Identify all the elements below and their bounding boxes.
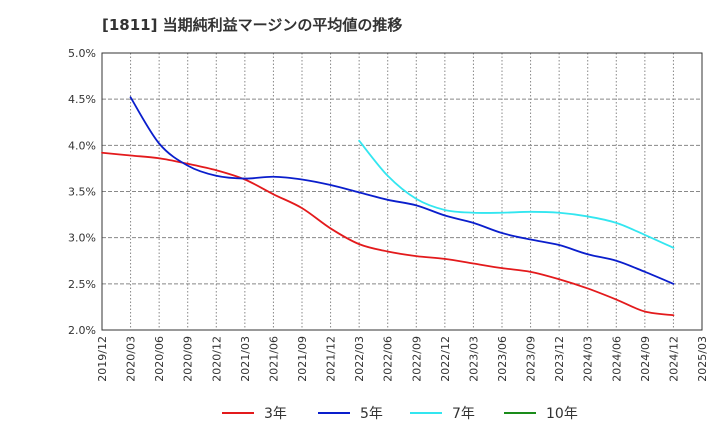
x-tick-label: 2022/03 — [353, 336, 366, 382]
x-tick-label: 2025/03 — [696, 336, 709, 382]
y-tick-label: 3.5% — [68, 186, 96, 199]
x-tick-label: 2024/09 — [639, 336, 652, 382]
x-tick-label: 2022/09 — [410, 336, 423, 382]
series-layer — [101, 96, 675, 317]
x-tick-label: 2020/06 — [153, 336, 166, 382]
x-tick-label: 2024/03 — [582, 336, 595, 382]
series-line-2 — [358, 139, 675, 249]
x-tick-label: 2021/12 — [325, 336, 338, 382]
series-line-0 — [101, 151, 675, 317]
x-tick-label: 2020/03 — [125, 336, 138, 382]
y-tick-label: 2.0% — [68, 324, 96, 337]
y-tick-label: 4.0% — [68, 139, 96, 152]
x-tick-label: 2023/06 — [496, 336, 509, 382]
x-tick-label: 2021/03 — [239, 336, 252, 382]
y-tick-label: 4.5% — [68, 93, 96, 106]
x-tick-label: 2024/06 — [610, 336, 623, 382]
x-tick-label: 2022/06 — [382, 336, 395, 382]
legend-label-1: 5年 — [360, 406, 383, 422]
axis-layer: 2.0% 2.5% 3.0% 3.5% 4.0% 4.5% 5.0% 2019/12 2020/… — [68, 47, 709, 382]
chart-title: [1811] 当期純利益マージンの平均値の推移 — [102, 16, 402, 34]
plot-area-border — [101, 52, 703, 331]
y-tick-label: 2.5% — [68, 278, 96, 291]
x-tick-label: 2020/12 — [210, 336, 223, 382]
x-tick-label: 2020/09 — [182, 336, 195, 382]
x-tick-label: 2022/12 — [439, 336, 452, 382]
x-tick-label: 2021/09 — [296, 336, 309, 382]
y-tick-label: 5.0% — [68, 47, 96, 60]
x-tick-label: 2019/12 — [96, 336, 109, 382]
legend-label-0: 3年 — [264, 406, 287, 422]
series-line-1 — [129, 96, 675, 285]
x-tick-label: 2023/03 — [467, 336, 480, 382]
x-tick-label: 2023/09 — [525, 336, 538, 382]
grid-layer — [101, 52, 703, 331]
x-tick-label: 2021/06 — [267, 336, 280, 382]
legend-label-3: 10年 — [546, 406, 578, 422]
x-tick-label: 2024/12 — [667, 336, 680, 382]
x-tick-label: 2023/12 — [553, 336, 566, 382]
legend-label-2: 7年 — [452, 406, 475, 422]
legend: 3年 5年 7年 10年 — [222, 406, 578, 422]
y-tick-label: 3.0% — [68, 232, 96, 245]
